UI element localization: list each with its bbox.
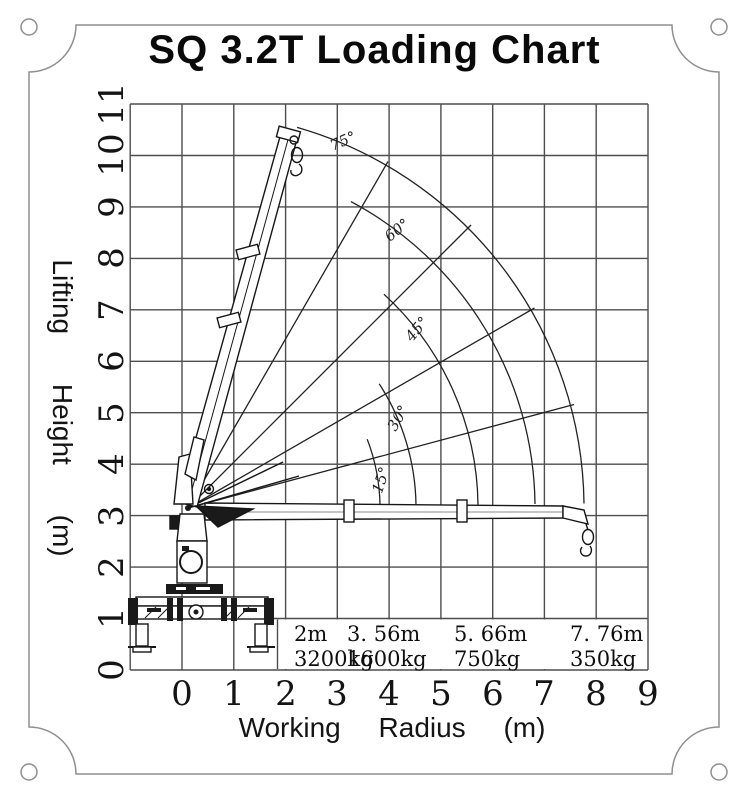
y-tick-label: 6	[92, 350, 132, 372]
slew-base	[166, 584, 223, 594]
load-table-panel	[276, 619, 647, 669]
crane-column	[176, 513, 208, 584]
load-capacity: 3200kg	[294, 647, 374, 671]
y-tick-label: 10	[92, 133, 132, 177]
load-capacity: 350kg	[570, 647, 637, 671]
boom-raised-75	[177, 125, 302, 508]
load-capacity: 1600kg	[347, 647, 427, 671]
x-tick-label: 1	[223, 674, 245, 714]
load-radius: 7. 76m	[570, 622, 644, 646]
x-tick-label: 0	[171, 674, 193, 714]
x-tick-label: 6	[482, 674, 504, 714]
corner-hole-icon	[20, 18, 38, 36]
boom-horizontal-0	[204, 499, 590, 525]
crane-drawing	[128, 125, 595, 653]
y-tick-label: 9	[92, 196, 132, 218]
corner-hole-icon	[20, 763, 38, 781]
x-tick-label: 9	[637, 674, 659, 714]
x-tick-label: 7	[533, 674, 555, 714]
y-tick-label: 3	[92, 505, 132, 527]
y-tick-label: 7	[92, 299, 132, 321]
y-tick-label: 1	[92, 607, 132, 629]
decorative-frame	[20, 18, 728, 781]
hook-top-icon	[290, 146, 304, 177]
corner-hole-icon	[710, 763, 728, 781]
y-tick-label: 8	[92, 247, 132, 269]
x-axis-title: Working Radius (m)	[238, 712, 546, 743]
y-tick-label: 2	[92, 556, 132, 578]
x-tick-label: 2	[275, 674, 297, 714]
load-radius: 3. 56m	[347, 622, 421, 646]
y-tick-label: 4	[92, 453, 132, 475]
y-axis-title: Lifting Height (m)	[47, 259, 78, 557]
boom-angle-lines	[187, 161, 575, 509]
hook-right-icon	[579, 523, 595, 557]
corner-hole-icon	[710, 18, 728, 36]
load-radius: 5. 66m	[454, 622, 528, 646]
y-tick-label: 11	[92, 82, 132, 126]
page-title: SQ 3.2T Loading Chart	[148, 28, 601, 72]
x-tick-label: 5	[430, 674, 452, 714]
x-tick-label: 3	[326, 674, 348, 714]
hook-path-arcs	[296, 126, 585, 506]
y-tick-label: 0	[92, 659, 132, 681]
outrigger-legs	[128, 623, 275, 653]
plot-grid	[129, 103, 649, 671]
chassis	[128, 596, 274, 625]
x-tick-label: 8	[585, 674, 607, 714]
x-tick-label: 4	[378, 674, 400, 714]
load-radius: 2m	[294, 622, 328, 646]
load-capacity: 750kg	[454, 647, 521, 671]
y-tick-label: 5	[92, 402, 132, 424]
